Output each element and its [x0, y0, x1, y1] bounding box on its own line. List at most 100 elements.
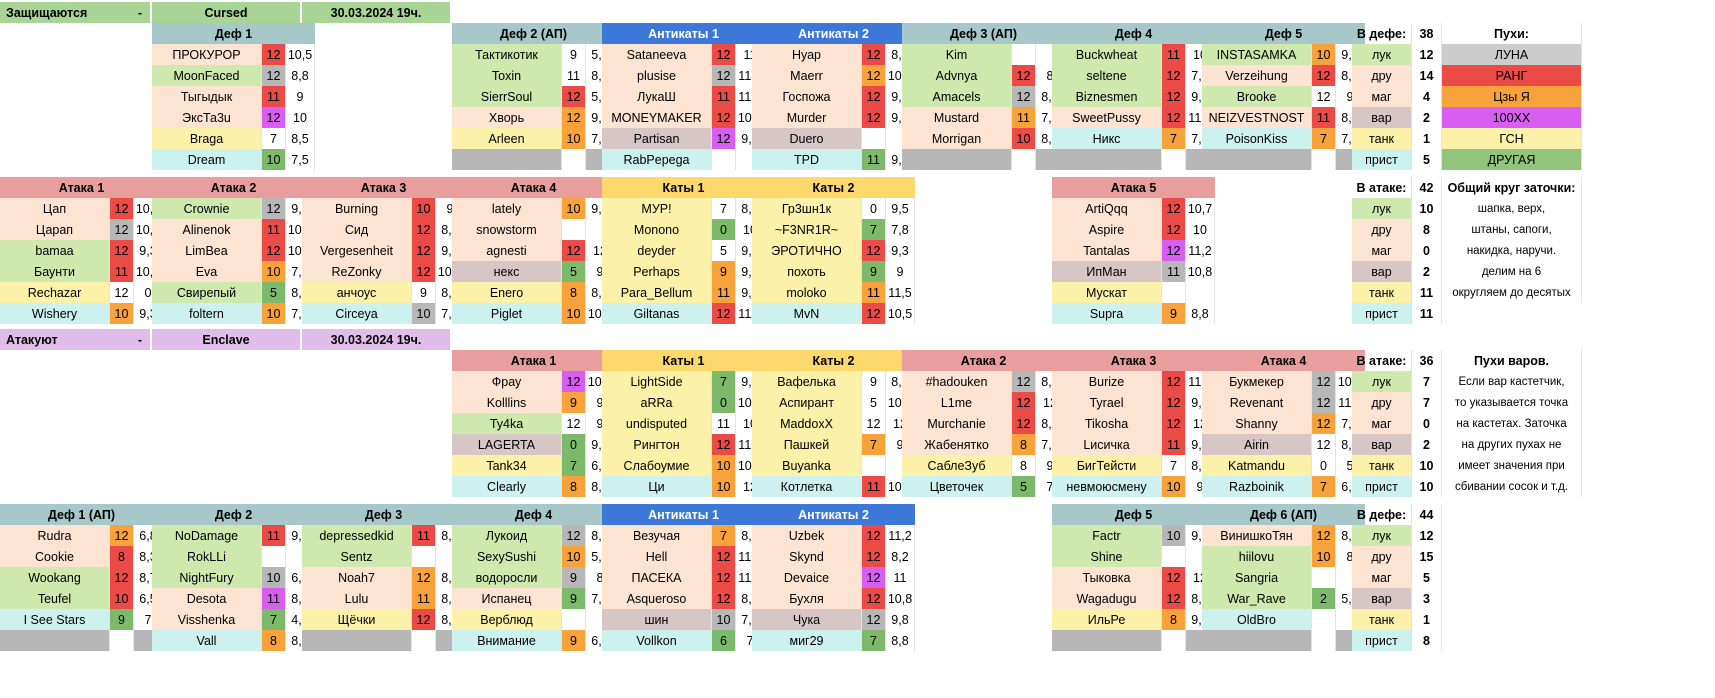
player-name[interactable]: ЭРОТИЧНО [752, 240, 862, 261]
player-row[interactable]: Wishery 10 9,3 [0, 303, 163, 324]
player-name[interactable] [1052, 630, 1162, 651]
player-name[interactable]: Arleen [452, 128, 562, 149]
player-name[interactable]: TPD [752, 149, 862, 170]
player-name[interactable] [902, 149, 1012, 170]
player-row[interactable]: ArtiQqq 12 10,7 [1052, 198, 1215, 219]
player-name[interactable]: Внимание [452, 630, 562, 651]
player-row[interactable]: deyder 5 9,5 [602, 240, 765, 261]
player-name[interactable]: Factr [1052, 525, 1162, 546]
player-name[interactable]: undisputed [602, 413, 712, 434]
player-name[interactable]: Aspire [1052, 219, 1162, 240]
player-row[interactable]: водоросли 9 8 [452, 567, 615, 588]
player-name[interactable]: Circeya [302, 303, 412, 324]
player-row[interactable]: похоть 9 9 [752, 261, 915, 282]
player-name[interactable]: moloko [752, 282, 862, 303]
player-name[interactable]: SweetPussy [1052, 107, 1162, 128]
player-name[interactable]: Баунти [0, 261, 110, 282]
player-name[interactable]: Verzeihung [1202, 65, 1312, 86]
team-title[interactable]: Атака 1 [452, 350, 615, 371]
player-row[interactable]: шин 10 7,5 [602, 609, 765, 630]
player-row[interactable]: SexySushi 10 5,8 [452, 546, 615, 567]
player-name[interactable]: Жабенятко [902, 434, 1012, 455]
team-title[interactable]: Деф 5 [1052, 504, 1215, 525]
player-row[interactable]: undisputed 11 10 [602, 413, 765, 434]
player-row[interactable]: PoisonKiss 7 7,5 [1202, 128, 1365, 149]
player-row[interactable]: Skynd 12 8,2 [752, 546, 915, 567]
player-name[interactable] [1052, 149, 1162, 170]
player-row[interactable]: Razboinik 7 6,8 [1202, 476, 1365, 497]
player-name[interactable]: aRRa [602, 392, 712, 413]
player-name[interactable]: NightFury [152, 567, 262, 588]
player-row[interactable]: Perhaps 9 9,2 [602, 261, 765, 282]
player-row[interactable]: СаблеЗуб 8 9 [902, 455, 1065, 476]
player-name[interactable]: Desota [152, 588, 262, 609]
player-name[interactable]: Верблюд [452, 609, 562, 630]
player-row[interactable]: Нуар 12 8,6 [752, 44, 915, 65]
player-name[interactable]: Тактикотик [452, 44, 562, 65]
player-row[interactable]: Vergesenheit 12 9,5 [302, 240, 465, 261]
player-row[interactable]: plusise 12 11,6 [602, 65, 765, 86]
player-name[interactable]: Гр3шн1к [752, 198, 862, 219]
player-row[interactable] [452, 149, 615, 170]
player-row[interactable]: Испанец 9 7,5 [452, 588, 615, 609]
player-row[interactable] [1052, 149, 1215, 170]
player-row[interactable]: Аспирант 5 10,2 [752, 392, 915, 413]
player-row[interactable]: RabPepega [602, 149, 765, 170]
player-name[interactable]: Buyanka [752, 455, 862, 476]
team-title[interactable]: Каты 2 [752, 177, 915, 198]
player-name[interactable]: Alinenok [152, 219, 262, 240]
player-name[interactable]: Skynd [752, 546, 862, 567]
player-name[interactable]: deyder [602, 240, 712, 261]
player-name[interactable]: Мускат [1052, 282, 1162, 303]
player-name[interactable]: Sataneeva [602, 44, 712, 65]
player-name[interactable]: agnesti [452, 240, 562, 261]
player-name[interactable]: Чука [752, 609, 862, 630]
player-name[interactable]: lately [452, 198, 562, 219]
player-row[interactable]: ЛукаШ 11 11,5 [602, 86, 765, 107]
player-row[interactable]: Kolllins 9 9 [452, 392, 615, 413]
player-row[interactable]: Visshenka 7 4,8 [152, 609, 315, 630]
player-row[interactable]: MvN 12 10,5 [752, 303, 915, 324]
player-row[interactable]: Burize 12 11,8 [1052, 371, 1215, 392]
player-name[interactable]: PoisonKiss [1202, 128, 1312, 149]
player-name[interactable]: Wagadugu [1052, 588, 1162, 609]
player-name[interactable]: Вафелька [752, 371, 862, 392]
player-row[interactable]: Vall 8 8,5 [152, 630, 315, 651]
player-name[interactable]: Murder [752, 107, 862, 128]
player-name[interactable]: СаблеЗуб [902, 455, 1012, 476]
player-name[interactable]: Sentz [302, 546, 412, 567]
player-row[interactable]: Aspire 12 10 [1052, 219, 1215, 240]
player-name[interactable]: Цап [0, 198, 110, 219]
player-name[interactable]: Hell [602, 546, 712, 567]
player-row[interactable]: Цветочек 5 7 [902, 476, 1065, 497]
player-row[interactable]: Buyanka [752, 455, 915, 476]
player-row[interactable]: Тактикотик 9 5,7 [452, 44, 615, 65]
player-row[interactable]: Dream 10 7,5 [152, 149, 315, 170]
player-row[interactable]: Tyrael 12 9,5 [1052, 392, 1215, 413]
player-row[interactable]: NightFury 10 6,8 [152, 567, 315, 588]
player-name[interactable]: ArtiQqq [1052, 198, 1162, 219]
player-row[interactable]: seltene 12 7,8 [1052, 65, 1215, 86]
player-row[interactable]: Верблюд [452, 609, 615, 630]
team-title[interactable]: Каты 1 [602, 350, 765, 371]
player-name[interactable]: MONEYMAKER [602, 107, 712, 128]
player-row[interactable]: OldBro [1202, 609, 1365, 630]
player-row[interactable]: Duero [752, 128, 915, 149]
player-row[interactable]: Murchanie 12 8,8 [902, 413, 1065, 434]
team-title[interactable]: Атака 4 [1202, 350, 1365, 371]
player-row[interactable]: ВинишкоТян 12 8,3 [1202, 525, 1365, 546]
player-row[interactable]: Сид 12 8,3 [302, 219, 465, 240]
player-row[interactable]: Хворь 12 9,7 [452, 107, 615, 128]
player-row[interactable]: TPD 11 9,3 [752, 149, 915, 170]
player-name[interactable]: Para_Bellum [602, 282, 712, 303]
war-header-cell[interactable]: 30.03.2024 19ч. [302, 2, 450, 23]
player-name[interactable]: Vergesenheit [302, 240, 412, 261]
player-name[interactable]: Госпожа [752, 86, 862, 107]
player-row[interactable]: depressedkid 11 8,3 [302, 525, 465, 546]
player-row[interactable]: ReZonky 12 10,2 [302, 261, 465, 282]
player-row[interactable]: БигТейсти 7 8,3 [1052, 455, 1215, 476]
player-row[interactable]: Brooke 12 9 [1202, 86, 1365, 107]
team-title[interactable]: Атака 5 [1052, 177, 1215, 198]
player-row[interactable]: Царап 12 10,3 [0, 219, 163, 240]
player-row[interactable]: Advnya 12 8 [902, 65, 1065, 86]
